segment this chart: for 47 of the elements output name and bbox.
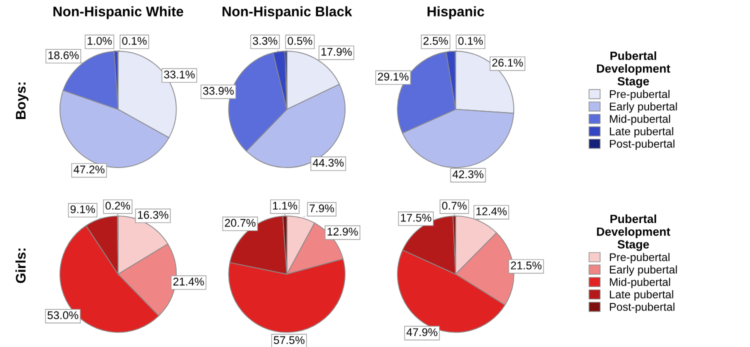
data-label: 17.9% xyxy=(321,48,352,56)
chart-title: Non-Hispanic Black xyxy=(222,6,352,20)
data-label: 1.1% xyxy=(273,202,298,210)
legend-title: Pubertal Development Stage xyxy=(597,214,670,251)
data-label: 2.5% xyxy=(424,36,448,45)
legend-label: Post-pubertal xyxy=(610,140,674,150)
legend-label: Mid-pubertal xyxy=(610,114,670,126)
data-label: 21.5% xyxy=(510,262,542,270)
data-label: 33.9% xyxy=(203,86,234,95)
data-label: 26.1% xyxy=(492,58,523,67)
legend-label: Post-pubertal xyxy=(610,302,674,314)
data-label: 47.9% xyxy=(406,328,438,336)
data-label: 12.9% xyxy=(328,228,358,236)
legend-label: Mid-pubertal xyxy=(610,278,670,288)
chart-title: Non-Hispanic White xyxy=(53,6,184,20)
data-label: 12.4% xyxy=(476,207,507,216)
data-label: 0.7% xyxy=(442,202,467,210)
data-label: 18.6% xyxy=(48,51,79,60)
text: Boys: xyxy=(16,82,28,119)
data-label: 42.3% xyxy=(452,170,484,178)
data-label: 21.4% xyxy=(173,278,204,286)
data-label: 0.5% xyxy=(288,36,312,45)
data-label: 0.1% xyxy=(122,36,147,45)
data-label: 29.1% xyxy=(378,72,408,81)
data-label: 16.3% xyxy=(138,210,168,219)
data-label: 1.0% xyxy=(88,36,112,45)
legend-label: Pre-pubertal xyxy=(610,252,670,264)
data-label: 57.5% xyxy=(274,336,304,344)
legend-label: Late pubertal xyxy=(610,127,674,138)
legend-label: Late pubertal xyxy=(610,290,674,301)
legend-label: Early pubertal xyxy=(610,102,677,113)
data-label: 44.3% xyxy=(312,158,344,167)
data-label: 0.1% xyxy=(458,36,483,45)
data-label: 33.1% xyxy=(164,70,195,78)
legend-label: Pre-pubertal xyxy=(610,90,670,100)
legend-title: Pubertal Development Stage xyxy=(597,51,670,88)
data-label: 7.9% xyxy=(310,204,334,212)
data-label: 47.2% xyxy=(74,166,104,174)
chart-title: Hispanic xyxy=(428,6,484,20)
legend-label: Early pubertal xyxy=(610,265,677,276)
data-label: 9.1% xyxy=(70,205,95,214)
data-label: 20.7% xyxy=(224,218,256,227)
data-label: 0.2% xyxy=(106,202,130,210)
data-label: 53.0% xyxy=(48,311,78,320)
data-label: 17.5% xyxy=(401,214,432,222)
data-label: 3.3% xyxy=(252,36,278,45)
text: Girls: xyxy=(15,248,26,284)
